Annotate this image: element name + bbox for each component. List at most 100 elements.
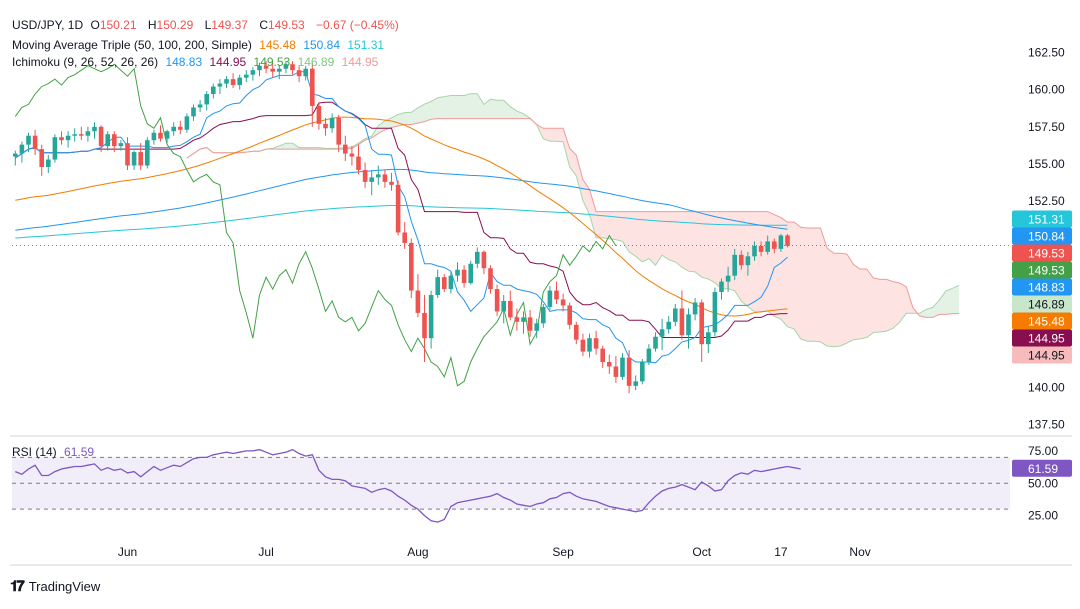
cloud-segment: [464, 93, 471, 119]
price-tag-bg: [1012, 295, 1072, 313]
candle: [46, 155, 51, 173]
rsi-legend-label: RSI (14): [12, 445, 57, 459]
close-group: C149.53: [259, 18, 308, 32]
cloud-segment: [490, 99, 498, 119]
candle: [316, 102, 322, 130]
candle: [277, 65, 282, 80]
ma100-line: [15, 168, 788, 231]
candle: [725, 266, 731, 293]
candle-body: [646, 348, 652, 363]
ma50-price-tag: 145.48: [1012, 312, 1072, 330]
cloud-segment: [556, 128, 564, 142]
time-axis: Jun Jul Aug Sep Oct 17 Nov: [118, 545, 871, 559]
candle-body: [211, 86, 216, 95]
candle: [475, 247, 480, 269]
ma50-line: [15, 116, 788, 317]
candle: [541, 303, 546, 328]
tradingview-branding[interactable]: 𝟏𝟕 TradingView: [10, 578, 100, 595]
time-tick-label: Jun: [118, 545, 137, 559]
kijun-line: [15, 101, 788, 338]
candle: [415, 274, 421, 318]
cloud-segment: [860, 268, 867, 339]
candle: [745, 251, 751, 276]
candle: [211, 83, 216, 99]
candle: [613, 356, 619, 383]
candle-body: [475, 251, 480, 264]
candle-body: [785, 235, 790, 246]
candle-body: [356, 156, 361, 170]
span-a-price-tag: 146.89: [1012, 295, 1072, 313]
candle: [732, 248, 737, 281]
cloud-segment: [497, 100, 504, 119]
rsi-value-tag: 61.59: [1012, 459, 1072, 477]
candle-body: [699, 302, 704, 345]
candle: [257, 62, 262, 77]
candle: [303, 65, 308, 81]
candle-body: [402, 232, 407, 243]
candle: [329, 113, 335, 133]
candle: [197, 99, 203, 112]
candle: [607, 354, 612, 374]
candle: [765, 235, 770, 255]
candle-body: [164, 131, 170, 139]
rsi-tick-label: 75.00: [1028, 444, 1058, 458]
price-tick-label: 140.00: [1028, 380, 1065, 394]
ma200-price-tag: 151.31: [1012, 210, 1072, 228]
price-tag-text: 144.95: [1028, 348, 1065, 362]
candle-body: [778, 235, 784, 249]
close-value: 149.53: [268, 18, 305, 32]
cloud-segment: [866, 268, 874, 338]
cloud-segment: [437, 96, 445, 119]
cloud-segment: [398, 112, 405, 127]
candle-body: [362, 169, 368, 182]
candle: [481, 250, 487, 275]
candle-body: [19, 144, 25, 154]
candle: [752, 241, 757, 261]
cloud-segment: [939, 290, 946, 315]
ma100-value: 150.84: [303, 38, 341, 52]
cloud-segment: [721, 211, 729, 289]
low-label: L: [204, 18, 212, 32]
candle-body: [442, 277, 447, 290]
chikou-value: 149.53: [253, 55, 291, 69]
candle: [653, 332, 658, 352]
candle-body: [514, 317, 520, 322]
candle: [422, 295, 427, 363]
candle: [158, 125, 163, 142]
cloud-segment: [648, 211, 656, 266]
price-tick-label: 157.50: [1028, 120, 1065, 134]
candle-body: [600, 348, 605, 363]
candle-body: [191, 107, 196, 117]
candle-body: [204, 94, 209, 105]
candle: [448, 271, 454, 294]
candle-body: [461, 269, 467, 284]
candle-body: [428, 295, 434, 339]
span-a-value: 146.89: [297, 55, 335, 69]
candle: [402, 222, 407, 249]
candle: [224, 76, 229, 89]
cloud-segment: [846, 254, 854, 344]
price-tag-text: 144.95: [1028, 331, 1065, 345]
candle: [92, 122, 97, 139]
candle: [65, 131, 71, 148]
cloud-segment: [708, 211, 715, 283]
candle-body: [158, 132, 163, 139]
cloud-segment: [681, 211, 689, 272]
ma100-price-tag: 150.84: [1012, 227, 1072, 245]
candle-body: [171, 126, 176, 132]
high-label: H: [147, 18, 157, 32]
ichimoku-cloud: [186, 93, 960, 348]
candle-body: [59, 137, 64, 141]
candle-body: [633, 381, 638, 386]
candle: [567, 302, 572, 330]
candle-body: [613, 366, 619, 377]
candle-body: [673, 308, 678, 322]
ichimoku-legend: Ichimoku (9, 26, 52, 26, 26) 148.83 144.…: [12, 55, 382, 69]
candle: [640, 359, 645, 385]
ma50-value: 145.48: [259, 38, 296, 52]
candle: [151, 129, 157, 145]
candle: [19, 141, 25, 163]
candle-body: [230, 79, 236, 86]
open-value: 150.21: [99, 18, 137, 32]
